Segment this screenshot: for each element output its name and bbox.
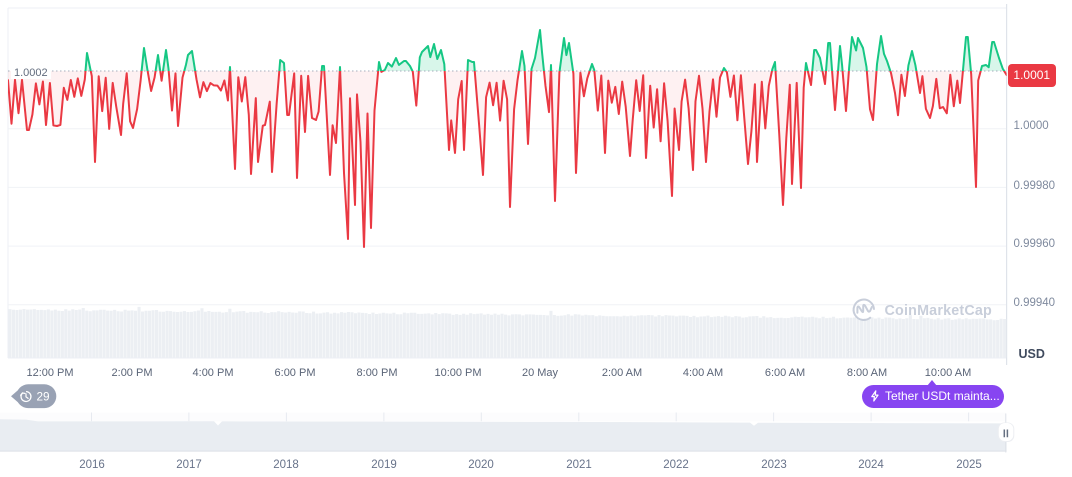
svg-text:29: 29 (37, 390, 50, 404)
svg-text:CoinMarketCap: CoinMarketCap (885, 303, 993, 319)
